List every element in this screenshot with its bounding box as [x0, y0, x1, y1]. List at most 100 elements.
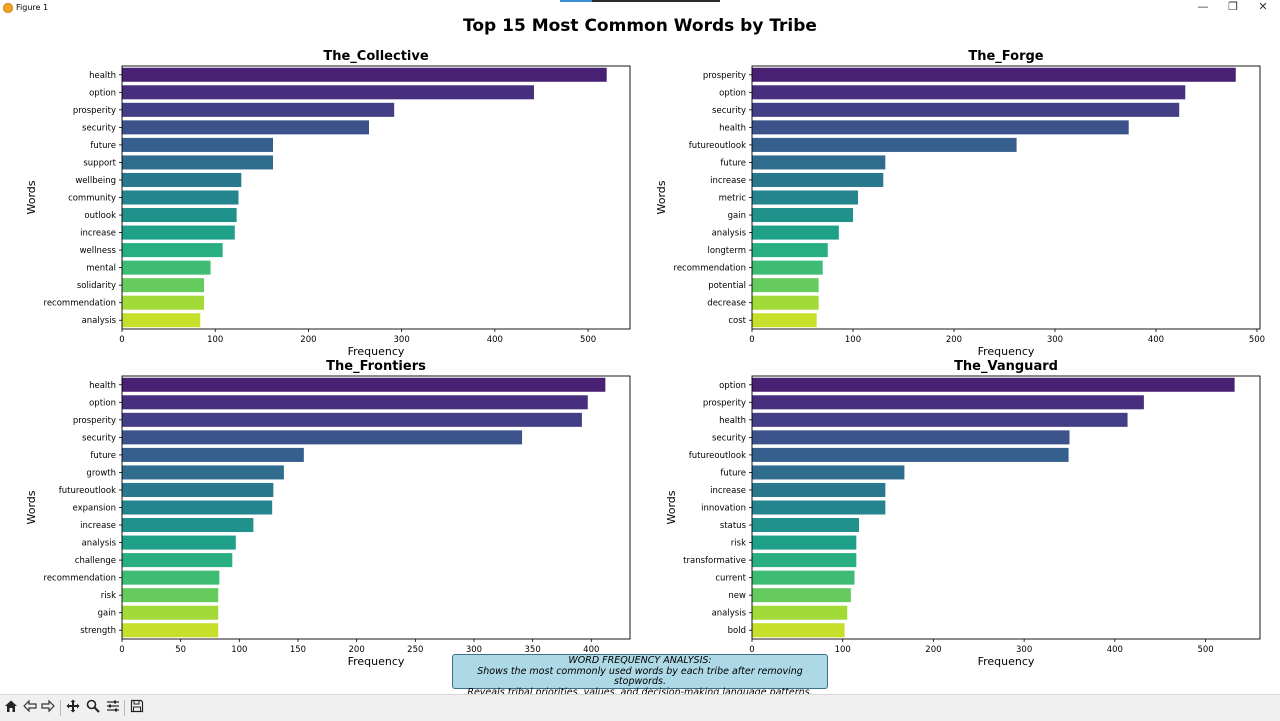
axes-frame [121, 375, 631, 640]
y-tick-label: option [719, 88, 746, 98]
subplot-title: The_Collective [323, 49, 428, 64]
save-icon[interactable] [128, 699, 146, 717]
restore-button[interactable]: ❐ [1228, 0, 1238, 13]
x-tick-label: 0 [749, 335, 754, 345]
bar [752, 278, 819, 293]
x-tick-label: 0 [119, 335, 124, 345]
app-icon [3, 3, 13, 13]
axes-frame [751, 375, 1261, 640]
bar [122, 313, 201, 328]
bar [122, 482, 274, 497]
figure-canvas: Top 15 Most Common Words by Tribe The_Co… [25, 16, 1265, 668]
y-tick-label: increase [80, 229, 116, 239]
x-tick-label: 400 [583, 645, 599, 655]
y-tick-label: option [89, 88, 116, 98]
note-line-1: Shows the most commonly used words by ea… [477, 665, 803, 687]
titlebar-accent-highlight [560, 0, 592, 2]
x-tick-label: 400 [1107, 645, 1123, 655]
y-tick-label: metric [719, 194, 747, 204]
minimize-button[interactable]: — [1197, 0, 1209, 13]
bar [122, 447, 304, 462]
home-icon[interactable] [2, 699, 20, 717]
bar [122, 137, 274, 152]
y-tick-label: option [719, 381, 746, 391]
y-tick-label: analysis [712, 609, 747, 619]
zoom-icon[interactable] [84, 699, 102, 717]
y-tick-label: recommendation [674, 264, 746, 274]
y-tick-label: analysis [82, 316, 117, 326]
subplot-title: The_Forge [968, 49, 1043, 64]
note-line-2: Reveals tribal priorities, values, and d… [467, 686, 813, 698]
x-tick-label: 500 [1197, 645, 1213, 655]
x-tick-label: 100 [835, 645, 851, 655]
navigation-toolbar [0, 694, 1280, 721]
bar [752, 518, 860, 533]
y-tick-label: risk [101, 591, 116, 601]
x-axis-label: Frequency [348, 655, 405, 668]
y-tick-label: new [728, 591, 746, 601]
note-heading: WORD FREQUENCY ANALYSIS: [568, 655, 712, 666]
y-tick-label: increase [710, 486, 746, 496]
bar [752, 535, 857, 550]
bar [122, 225, 235, 240]
x-tick-label: 500 [580, 335, 596, 345]
close-button[interactable]: ✕ [1258, 0, 1268, 13]
bar [752, 623, 845, 638]
y-tick-label: future [90, 451, 116, 461]
back-icon[interactable] [21, 699, 39, 717]
toolbar-separator [60, 700, 61, 716]
toolbar-separator [124, 700, 125, 716]
x-tick-label: 100 [207, 335, 223, 345]
bar [122, 395, 588, 410]
x-tick-label: 0 [119, 645, 124, 655]
y-tick-label: recommendation [44, 299, 116, 309]
axes-frame [751, 65, 1261, 330]
y-tick-label: security [82, 433, 116, 443]
bar [122, 570, 220, 585]
y-tick-label: risk [731, 539, 746, 549]
bar [752, 412, 1128, 427]
bar [122, 120, 370, 135]
bar [122, 588, 219, 603]
bar [752, 225, 839, 240]
x-tick-label: 100 [231, 645, 247, 655]
y-tick-label: future [720, 468, 746, 478]
y-tick-label: solidarity [77, 281, 116, 291]
pan-icon[interactable] [64, 699, 82, 717]
bar [752, 447, 1069, 462]
x-axis-label: Frequency [978, 655, 1035, 668]
bar [122, 260, 211, 275]
bar [752, 377, 1235, 392]
y-tick-label: longterm [707, 246, 746, 256]
bar [122, 430, 523, 445]
bar [752, 395, 1144, 410]
bar [122, 518, 254, 533]
y-tick-label: gain [728, 211, 746, 221]
bar [752, 553, 857, 568]
y-tick-label: increase [80, 521, 116, 531]
x-tick-label: 300 [466, 645, 482, 655]
bar [752, 295, 819, 310]
bar [752, 102, 1180, 117]
bar [122, 500, 273, 515]
bar [752, 172, 884, 187]
y-axis-label: Words [25, 180, 38, 214]
subplot-title: The_Frontiers [326, 359, 426, 374]
axes-frame [121, 65, 631, 330]
bar [122, 243, 223, 258]
y-tick-label: bold [728, 626, 746, 636]
bar [122, 278, 205, 293]
forward-icon[interactable] [39, 699, 57, 717]
y-tick-label: innovation [701, 504, 746, 514]
y-axis-label: Words [665, 490, 678, 524]
y-tick-label: prosperity [703, 398, 746, 408]
y-tick-label: analysis [712, 229, 747, 239]
bar [752, 85, 1186, 100]
x-tick-label: 300 [1016, 645, 1032, 655]
configure-icon[interactable] [104, 699, 122, 717]
bar [752, 588, 851, 603]
bar [752, 482, 886, 497]
